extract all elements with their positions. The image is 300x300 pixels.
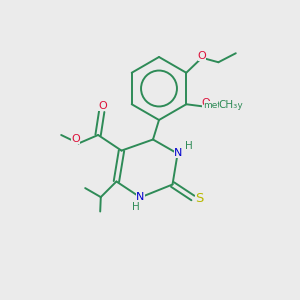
Text: O: O xyxy=(71,134,80,144)
Text: O: O xyxy=(98,100,107,111)
Text: N: N xyxy=(174,148,182,158)
Text: O: O xyxy=(202,98,211,108)
Text: S: S xyxy=(195,192,204,205)
Text: methoxy: methoxy xyxy=(204,101,243,110)
Text: CH₃: CH₃ xyxy=(219,100,238,110)
Text: H: H xyxy=(132,202,140,212)
Text: N: N xyxy=(136,192,145,203)
Text: O: O xyxy=(197,51,206,61)
Text: H: H xyxy=(185,141,193,151)
